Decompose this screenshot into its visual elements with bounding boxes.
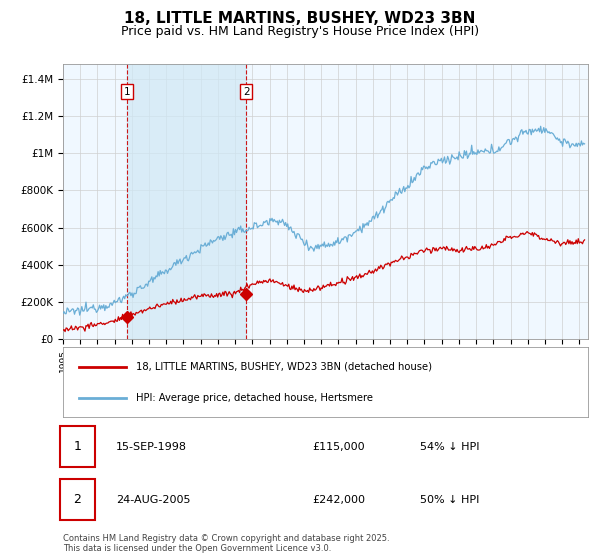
Text: 24-AUG-2005: 24-AUG-2005	[116, 495, 190, 505]
Text: 1: 1	[73, 440, 82, 453]
Text: 15-SEP-1998: 15-SEP-1998	[116, 442, 187, 451]
Text: Contains HM Land Registry data © Crown copyright and database right 2025.
This d: Contains HM Land Registry data © Crown c…	[63, 534, 389, 553]
Text: £115,000: £115,000	[312, 442, 365, 451]
Text: 18, LITTLE MARTINS, BUSHEY, WD23 3BN: 18, LITTLE MARTINS, BUSHEY, WD23 3BN	[124, 11, 476, 26]
Bar	[127, 64, 246, 339]
Text: 2: 2	[73, 493, 82, 506]
Text: 18, LITTLE MARTINS, BUSHEY, WD23 3BN (detached house): 18, LITTLE MARTINS, BUSHEY, WD23 3BN (de…	[137, 362, 433, 372]
Text: 2: 2	[243, 87, 250, 97]
Text: Price paid vs. HM Land Registry's House Price Index (HPI): Price paid vs. HM Land Registry's House …	[121, 25, 479, 38]
Text: 54% ↓ HPI: 54% ↓ HPI	[420, 442, 479, 451]
Text: HPI: Average price, detached house, Hertsmere: HPI: Average price, detached house, Hert…	[137, 393, 373, 403]
Text: £242,000: £242,000	[312, 495, 365, 505]
Text: 1: 1	[124, 87, 130, 97]
Text: 50% ↓ HPI: 50% ↓ HPI	[420, 495, 479, 505]
